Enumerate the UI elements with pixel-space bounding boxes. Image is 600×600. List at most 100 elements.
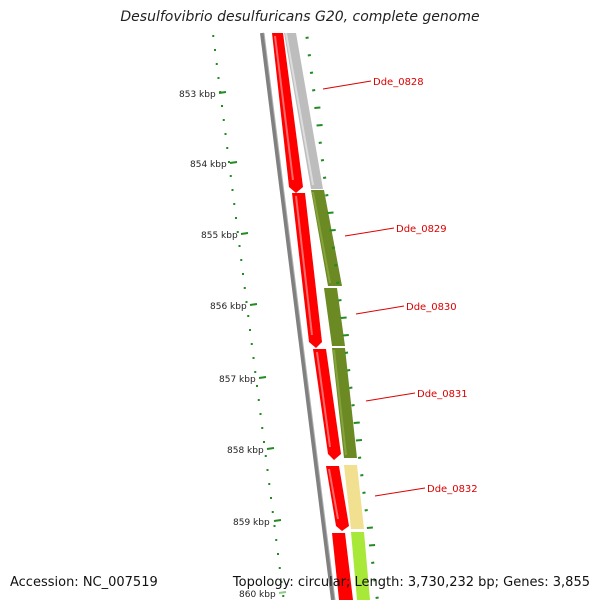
gc-content-mark [336, 281, 340, 284]
scale-tick-label: 854 kbp [190, 160, 227, 170]
gc-skew-mark [236, 231, 239, 233]
gc-skew-mark [268, 483, 271, 485]
gc-skew-mark [282, 595, 285, 597]
gc-skew-mark [222, 119, 225, 121]
cog-track [284, 32, 370, 600]
gc-skew-mark [275, 539, 278, 541]
gc-skew-mark [266, 469, 269, 471]
gc-skew-mark [252, 357, 255, 359]
scale-tick-label: 856 kbp [210, 302, 247, 312]
scale-tick-label: 860 kbp [239, 590, 276, 600]
gene-label[interactable]: Dde_0829 [396, 224, 447, 235]
scale-tick-label: 853 kbp [179, 90, 216, 100]
scale-tick-label: 855 kbp [201, 231, 238, 241]
gc-content-mark [325, 194, 329, 197]
gc-content-mark [357, 456, 362, 459]
gc-skew-mark [217, 77, 220, 79]
gc-skew-mark [271, 511, 274, 513]
gc-skew-mark [229, 175, 232, 177]
gc-content-mark [353, 421, 360, 424]
cog-segment[interactable] [351, 532, 370, 600]
forward-strand-track [272, 33, 353, 600]
cog-segment[interactable] [344, 465, 364, 529]
gc-content-mark [373, 579, 377, 582]
scale-tick-label: 859 kbp [233, 518, 270, 528]
gc-content-mark [309, 71, 314, 74]
gc-skew-mark [256, 385, 258, 387]
gc-skew-mark [221, 105, 223, 107]
gc-content-mark [362, 491, 366, 494]
genome-summary-text: Topology: circular; Length: 3,730,232 bp… [232, 575, 590, 590]
gc-skew-mark [214, 49, 216, 51]
gc-content-mark [331, 246, 336, 249]
cog-segment[interactable] [332, 348, 357, 458]
gc-content-mark [364, 509, 368, 512]
gc-content-mark [329, 229, 336, 232]
gc-content-mark [360, 474, 364, 477]
backbone-ring [260, 32, 336, 600]
gc-skew-mark [277, 553, 279, 555]
gene-label[interactable]: Dde_0832 [427, 484, 478, 495]
gc-skew-mark [212, 35, 215, 37]
gc-content-mark [344, 351, 349, 354]
gc-skew-mark [215, 63, 218, 65]
gc-skew-mark [228, 161, 230, 163]
accession-text: Accession: NC_007519 [10, 575, 158, 590]
gc-content-track [305, 36, 379, 599]
gc-content-mark [368, 544, 376, 547]
scale-axis: 853 kbp 854 kbp 855 kbp 856 kbp 857 kbp … [179, 90, 287, 600]
gc-content-mark [307, 54, 311, 57]
gc-skew-mark [263, 441, 265, 443]
gc-skew-mark [278, 567, 281, 569]
gc-skew-mark [238, 245, 241, 247]
gc-skew-mark [245, 301, 248, 303]
gc-skew-mark [259, 413, 262, 415]
gc-skew-mark [254, 371, 257, 373]
gc-skew-mark [226, 147, 229, 149]
gene-label[interactable]: Dde_0828 [373, 77, 424, 88]
gc-content-mark [333, 264, 338, 267]
gc-content-mark [371, 561, 375, 564]
gc-content-mark [312, 89, 316, 92]
gc-content-mark [355, 439, 363, 442]
gc-skew-mark [243, 287, 246, 289]
gc-skew-mark [261, 427, 264, 429]
gc-content-mark [305, 36, 309, 39]
gc-content-mark [320, 159, 325, 162]
gc-content-mark [338, 299, 342, 302]
cog-segment[interactable] [311, 190, 342, 286]
gc-skew-mark [235, 217, 237, 219]
map-title: Desulfovibrio desulfuricans G20, complet… [120, 9, 480, 25]
gc-skew-mark [231, 189, 234, 191]
gc-skew-mark [257, 399, 260, 401]
gc-content-mark [318, 141, 322, 144]
gc-skew-mark [247, 315, 250, 317]
gc-content-mark [342, 334, 349, 337]
gc-content-mark [327, 211, 334, 214]
scale-tick-label: 857 kbp [219, 375, 256, 385]
gc-skew-mark [249, 329, 251, 331]
gc-skew-mark [240, 259, 243, 261]
gc-skew-mark [242, 273, 244, 275]
gc-content-mark [366, 526, 373, 529]
gc-skew-mark [224, 133, 227, 135]
gc-content-mark [322, 176, 327, 179]
gc-skew-mark [233, 203, 236, 205]
gc-skew-mark [270, 497, 272, 499]
gc-content-mark [349, 386, 353, 389]
cog-segment[interactable] [324, 288, 345, 346]
gene-label[interactable]: Dde_0830 [406, 302, 457, 313]
gc-content-mark [340, 316, 347, 319]
cds-arrow[interactable] [332, 533, 353, 600]
gene-labels: Dde_0828 Dde_0829 Dde_0830 Dde_0831 Dde_… [322, 77, 478, 497]
gene-label[interactable]: Dde_0831 [417, 389, 468, 400]
gc-content-mark [347, 369, 351, 372]
scale-tick-label: 858 kbp [227, 446, 264, 456]
gc-skew-mark [264, 455, 267, 457]
gc-content-mark [375, 596, 379, 599]
gc-skew-mark [250, 343, 253, 345]
gc-content-mark [316, 124, 323, 127]
gc-content-mark [351, 404, 355, 407]
gc-skew-mark [273, 525, 276, 527]
